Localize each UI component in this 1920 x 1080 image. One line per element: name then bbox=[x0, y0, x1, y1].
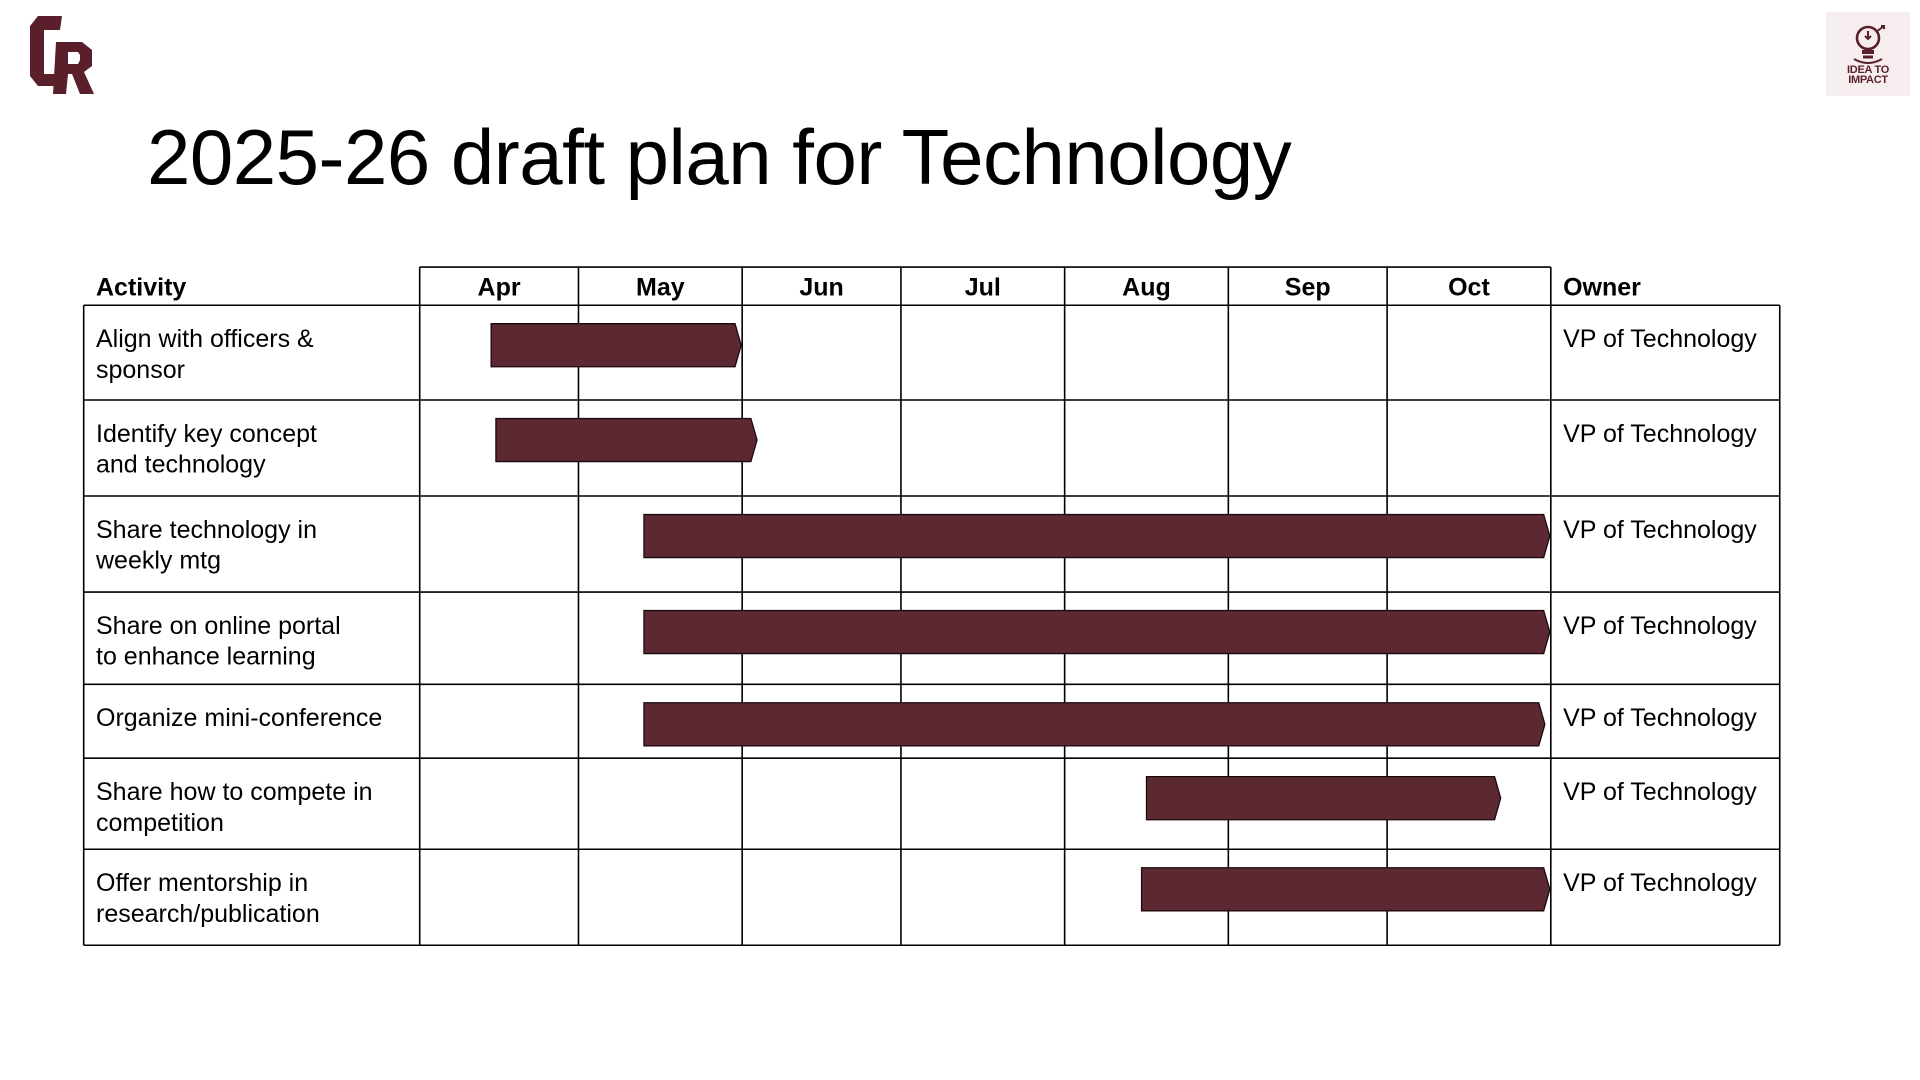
month-header-aug: Aug bbox=[1122, 273, 1171, 301]
header-activity: Activity bbox=[96, 273, 186, 301]
activity-label: sponsor bbox=[96, 356, 185, 384]
activity-label: Identify key concept bbox=[96, 420, 317, 448]
activity-label: and technology bbox=[96, 451, 266, 479]
owner-label: VP of Technology bbox=[1563, 612, 1757, 640]
logo-text-line-1: IDEA TO bbox=[1847, 64, 1889, 76]
activity-label: Organize mini-conference bbox=[96, 704, 382, 732]
owner-label: VP of Technology bbox=[1563, 420, 1757, 448]
owner-label: VP of Technology bbox=[1563, 704, 1757, 732]
owner-label: VP of Technology bbox=[1563, 325, 1757, 353]
cr-logo bbox=[30, 16, 94, 94]
month-header-apr: Apr bbox=[478, 273, 521, 301]
activity-label: Share on online portal bbox=[96, 612, 341, 640]
activity-label: Share how to compete in bbox=[96, 778, 373, 806]
month-header-jul: Jul bbox=[965, 273, 1001, 301]
gantt-bar bbox=[643, 513, 1551, 559]
activity-label: Share technology in bbox=[96, 516, 317, 544]
lightbulb-icon bbox=[1853, 25, 1885, 64]
gantt-bar bbox=[643, 702, 1546, 747]
gantt-bar bbox=[1140, 867, 1551, 912]
logo-text-line-2: IMPACT bbox=[1848, 74, 1888, 86]
month-header-oct: Oct bbox=[1448, 273, 1490, 301]
owner-label: VP of Technology bbox=[1563, 778, 1757, 806]
month-header-may: May bbox=[636, 273, 685, 301]
activity-label: weekly mtg bbox=[95, 547, 221, 575]
idea-to-impact-logo: IDEA TO IMPACT bbox=[1826, 12, 1910, 96]
activity-label: competition bbox=[96, 809, 224, 837]
cr-letter-r bbox=[53, 42, 94, 94]
gantt-bar bbox=[495, 417, 758, 463]
month-header-sep: Sep bbox=[1285, 273, 1331, 301]
gantt-bar bbox=[1145, 775, 1502, 821]
activity-label: Offer mentorship in bbox=[96, 869, 308, 897]
activity-label: research/publication bbox=[96, 900, 320, 928]
month-header-jun: Jun bbox=[799, 273, 843, 301]
slide-title: 2025-26 draft plan for Technology bbox=[147, 113, 1292, 201]
gantt-bar bbox=[643, 609, 1551, 655]
owner-label: VP of Technology bbox=[1563, 869, 1757, 897]
cr-letter-c bbox=[30, 16, 62, 86]
activity-label: to enhance learning bbox=[96, 643, 316, 671]
activity-label: Align with officers & bbox=[96, 325, 314, 353]
gantt-bar bbox=[490, 323, 742, 368]
header-owner: Owner bbox=[1563, 273, 1641, 301]
owner-label: VP of Technology bbox=[1563, 516, 1757, 544]
